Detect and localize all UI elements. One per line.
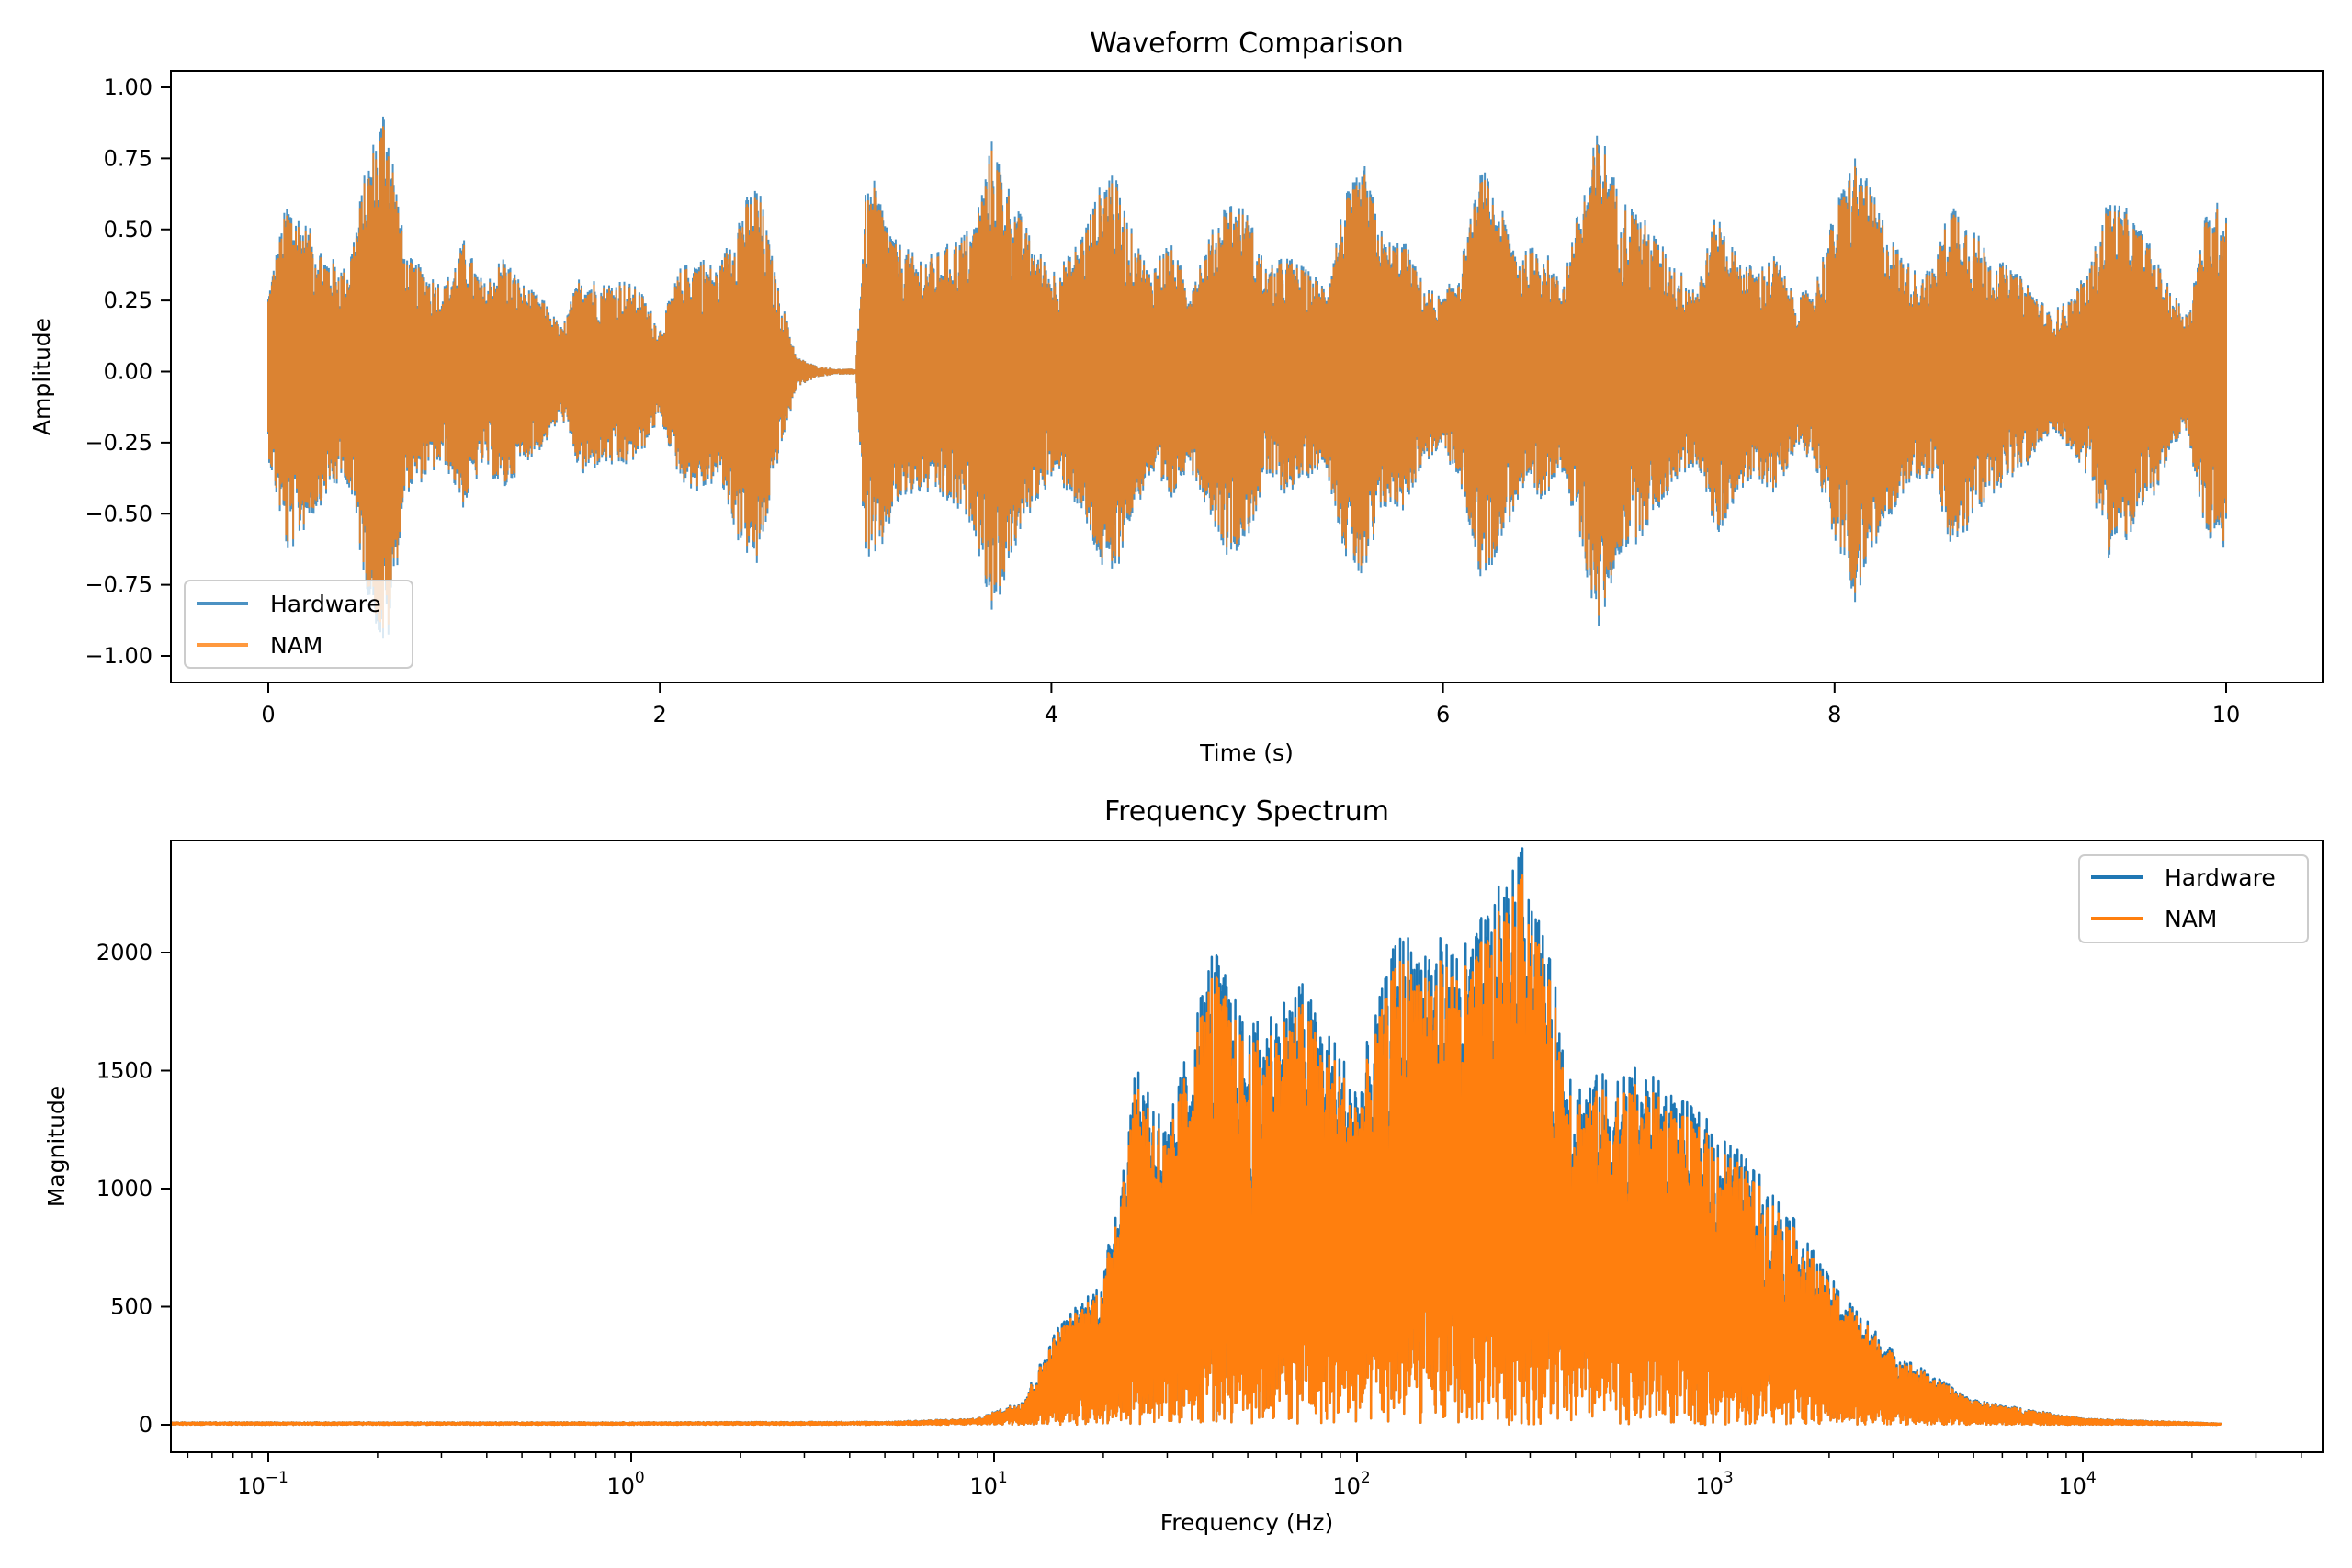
y-tick-label: 1500 bbox=[96, 1058, 153, 1084]
x-tick-label: 101 bbox=[969, 1469, 1007, 1499]
waveform-xlabel: Time (s) bbox=[1199, 739, 1294, 766]
waveform-chart: Waveform Comparison 0 2 4 6 8 10 −1.00 −0.75 −0.… bbox=[28, 28, 2324, 766]
x-tick-label: 4 bbox=[1045, 702, 1058, 728]
y-tick-label: 0 bbox=[139, 1412, 153, 1438]
y-tick-label: 0.00 bbox=[104, 359, 153, 385]
y-tick-label: −1.00 bbox=[85, 643, 153, 669]
y-tick-label: −0.25 bbox=[85, 430, 153, 456]
waveform-axes-frame bbox=[170, 70, 2324, 683]
x-tick-label: 104 bbox=[2058, 1469, 2096, 1499]
waveform-legend: Hardware NAM bbox=[184, 580, 413, 669]
x-tick-label: 100 bbox=[606, 1469, 644, 1499]
x-tick-label: 6 bbox=[1436, 702, 1450, 728]
spectrum-ylabel: Magnitude bbox=[43, 1086, 70, 1207]
spectrum-ticks: 10−1 100 101 102 103 104 0 500 1000 1500 2000 bbox=[96, 940, 2302, 1499]
x-tick-label: 0 bbox=[261, 702, 275, 728]
x-tick-label: 10−1 bbox=[237, 1469, 288, 1499]
y-tick-label: 0.25 bbox=[104, 288, 153, 313]
y-tick-label: 0.75 bbox=[104, 145, 153, 171]
spectrum-legend: Hardware NAM bbox=[2078, 854, 2309, 943]
y-tick-label: 2000 bbox=[96, 940, 153, 965]
x-tick-label: 8 bbox=[1827, 702, 1841, 728]
y-tick-label: −0.75 bbox=[85, 572, 153, 598]
y-tick-label: 1.00 bbox=[104, 74, 153, 100]
waveform-ylabel: Amplitude bbox=[28, 318, 55, 435]
legend-nam-label: NAM bbox=[2165, 906, 2217, 932]
waveform-ticks: 0 2 4 6 8 10 −1.00 −0.75 −0.50 −0.25 0.00 0.25 0.50 0… bbox=[85, 74, 2240, 728]
x-tick-label: 10 bbox=[2212, 702, 2241, 728]
waveform-plot-area bbox=[267, 116, 2227, 639]
y-tick-label: 0.50 bbox=[104, 217, 153, 243]
waveform-series-nam bbox=[267, 126, 2227, 629]
spectrum-axes-frame bbox=[170, 840, 2324, 1453]
spectrum-plot-area bbox=[170, 847, 2222, 1427]
x-tick-label: 103 bbox=[1695, 1469, 1733, 1499]
legend-hardware-label: Hardware bbox=[2165, 864, 2276, 891]
spectrum-series-nam bbox=[170, 874, 2222, 1427]
legend-nam-label: NAM bbox=[270, 632, 322, 659]
x-tick-label: 102 bbox=[1332, 1469, 1370, 1499]
spectrum-title: Frequency Spectrum bbox=[1104, 795, 1389, 828]
y-tick-label: 500 bbox=[110, 1294, 153, 1320]
waveform-title: Waveform Comparison bbox=[1090, 28, 1403, 60]
y-tick-label: 1000 bbox=[96, 1176, 153, 1201]
y-tick-label: −0.50 bbox=[85, 501, 153, 526]
spectrum-xlabel: Frequency (Hz) bbox=[1160, 1509, 1334, 1536]
legend-hardware-label: Hardware bbox=[270, 591, 381, 617]
spectrum-chart: Frequency Spectrum 10−1 100 101 102 103 104 0 5… bbox=[43, 795, 2324, 1536]
x-tick-label: 2 bbox=[653, 702, 667, 728]
